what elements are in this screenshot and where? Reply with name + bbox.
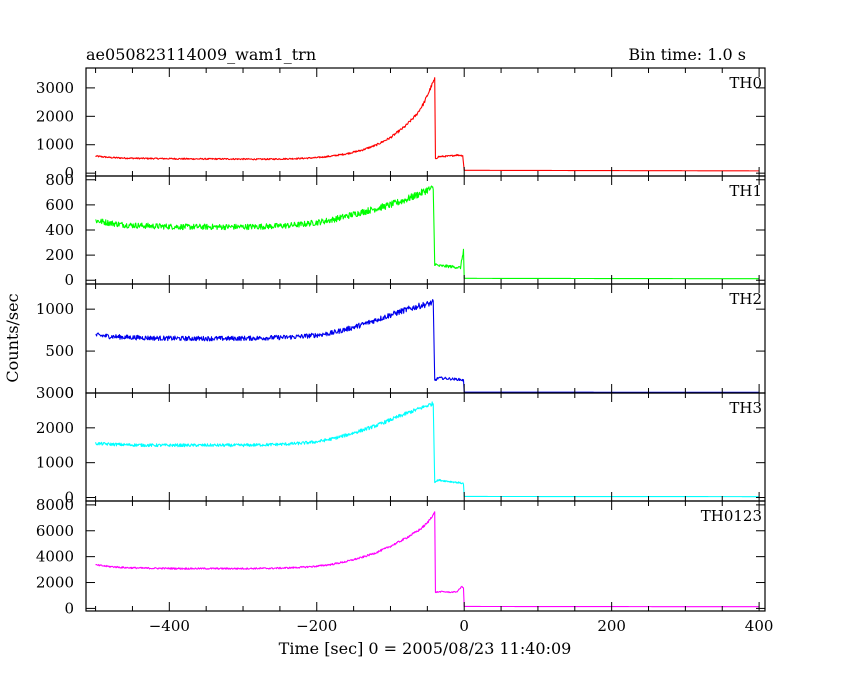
series-line-th2	[95, 299, 760, 393]
panel-label: TH0123	[701, 507, 762, 525]
y-tick-label: 0	[64, 489, 74, 507]
panel-frame	[85, 67, 766, 177]
y-tick-label: 3000	[36, 79, 74, 97]
series-line-th0123	[95, 511, 760, 608]
series-line-th0	[95, 77, 760, 172]
panel-th2: 0 500 1000 TH2	[36, 283, 766, 402]
y-tick-label: 600	[45, 196, 74, 214]
y-tick-label: 1000	[36, 136, 74, 154]
x-axis-label: Time [sec] 0 = 2005/08/23 11:40:09	[279, 639, 572, 658]
bin-time-label: Bin time: 1.0 s	[628, 45, 746, 64]
panel-label: TH2	[729, 290, 762, 308]
panel-th1: 0 200 400 600 800 TH1	[45, 171, 766, 289]
y-tick-label: 6000	[36, 522, 74, 540]
y-tick-label: 0	[64, 164, 74, 182]
y-tick-label: 0	[64, 599, 74, 617]
x-tick-label: 0	[459, 617, 469, 635]
panel-th3: 0 1000 2000 3000 TH3	[36, 384, 766, 507]
panel-label: TH1	[729, 182, 762, 200]
panel-th0123: 0 2000 4000 6000 8000 TH0123	[36, 496, 766, 617]
y-tick-label: 0	[64, 384, 74, 402]
series-line-th1	[95, 185, 760, 280]
y-tick-label: 4000	[36, 548, 74, 566]
y-axis-label: Counts/sec	[3, 293, 22, 382]
y-tick-label: 8000	[36, 496, 74, 514]
panel-label: TH3	[729, 399, 762, 417]
panel-label: TH0	[729, 74, 762, 92]
x-tick-label: 400	[745, 617, 774, 635]
panels-group: 0 1000 2000 3000 TH0 0 200 400 600 800 TH1 0 500 1000…	[36, 67, 766, 617]
panel-frame	[85, 500, 766, 612]
y-tick-label: 1000	[36, 300, 74, 318]
x-axis: −400 −200 0 200 400	[149, 617, 774, 635]
panel-th0: 0 1000 2000 3000 TH0	[36, 67, 766, 182]
chart-title: ae050823114009_wam1_trn	[86, 45, 316, 64]
x-tick-label: 200	[597, 617, 626, 635]
x-tick-label: −200	[296, 617, 337, 635]
panel-frame	[85, 392, 766, 502]
y-tick-label: 3000	[36, 384, 74, 402]
y-tick-label: 400	[45, 221, 74, 239]
y-tick-label: 200	[45, 246, 74, 264]
y-tick-label: 0	[64, 271, 74, 289]
y-tick-label: 2000	[36, 574, 74, 592]
y-tick-label: 500	[45, 342, 74, 360]
y-tick-label: 2000	[36, 419, 74, 437]
y-tick-label: 800	[45, 171, 74, 189]
y-tick-label: 2000	[36, 107, 74, 125]
y-tick-label: 1000	[36, 454, 74, 472]
series-line-th3	[95, 401, 760, 498]
x-tick-label: −400	[149, 617, 190, 635]
